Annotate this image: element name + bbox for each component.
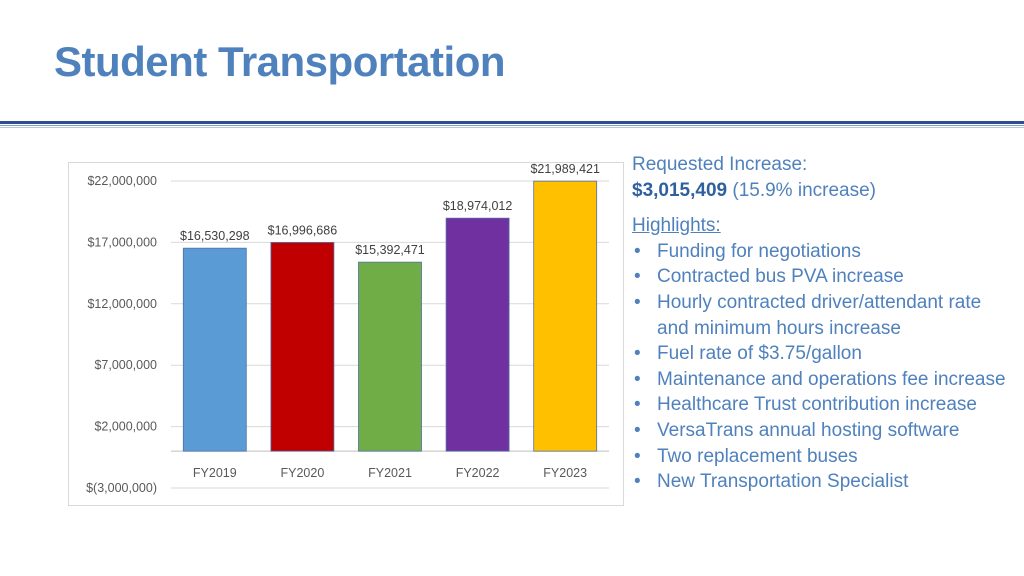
highlight-text: Two replacement buses xyxy=(657,445,858,467)
bullet-icon: • xyxy=(634,368,641,390)
bar xyxy=(358,261,422,452)
slide-title: Student Transportation xyxy=(54,38,506,85)
bullet-icon: • xyxy=(634,445,641,467)
data-label: $16,996,686 xyxy=(268,223,338,237)
highlight-text: Fuel rate of $3.75/gallon xyxy=(657,343,862,365)
y-tick-label: $12,000,000 xyxy=(87,297,157,311)
side-panel: Requested Increase: $3,015,409 (15.9% in… xyxy=(632,152,1017,495)
requested-increase-amount: $3,015,409 xyxy=(632,179,728,201)
data-label: $16,530,298 xyxy=(180,229,250,243)
bullet-icon: • xyxy=(634,471,641,493)
title-divider-line-light xyxy=(0,127,1024,128)
bullet-icon: • xyxy=(634,266,641,288)
highlight-text: Hourly contracted driver/attendant rate … xyxy=(657,291,982,339)
bullet-icon: • xyxy=(634,419,641,441)
list-item: • Fuel rate of $3.75/gallon xyxy=(632,341,1017,367)
category-label: FY2019 xyxy=(193,466,237,480)
list-item: • Healthcare Trust contribution increase xyxy=(632,392,1017,418)
y-tick-label: $2,000,000 xyxy=(94,420,157,434)
bullet-icon: • xyxy=(634,291,641,313)
title-divider-line xyxy=(0,125,1024,126)
requested-increase-percent: (15.9% increase) xyxy=(732,179,876,201)
highlight-text: Healthcare Trust contribution increase xyxy=(657,394,977,416)
requested-increase-heading: Requested Increase: xyxy=(632,154,808,175)
list-item: • Contracted bus PVA increase xyxy=(632,264,1017,290)
y-tick-label: $(3,000,000) xyxy=(86,481,157,495)
data-label: $15,392,471 xyxy=(355,243,425,257)
list-item: • VersaTrans annual hosting software xyxy=(632,418,1017,444)
y-tick-label: $7,000,000 xyxy=(94,358,157,372)
highlight-text: Contracted bus PVA increase xyxy=(657,266,904,288)
data-label: $21,989,421 xyxy=(530,163,600,176)
bar xyxy=(182,247,247,452)
bar xyxy=(445,217,510,452)
list-item: • New Transportation Specialist xyxy=(632,469,1017,495)
category-label: FY2022 xyxy=(456,466,500,480)
category-label: FY2021 xyxy=(368,466,412,480)
y-tick-label: $22,000,000 xyxy=(87,174,157,188)
bar xyxy=(533,180,598,452)
highlight-text: New Transportation Specialist xyxy=(657,471,909,493)
list-item: • Two replacement buses xyxy=(632,444,1017,470)
category-label: FY2023 xyxy=(543,466,587,480)
list-item: • Funding for negotiations xyxy=(632,239,1017,265)
bullet-icon: • xyxy=(634,240,641,262)
highlights-heading: Highlights: xyxy=(632,215,721,237)
bar xyxy=(270,242,335,452)
highlight-text: Funding for negotiations xyxy=(657,240,861,262)
bullet-icon: • xyxy=(634,394,641,416)
bullet-icon: • xyxy=(634,343,641,365)
list-item: • Maintenance and operations fee increase xyxy=(632,367,1017,393)
requested-increase-line: $3,015,409 (15.9% increase) xyxy=(632,178,1017,204)
highlight-text: Maintenance and operations fee increase xyxy=(657,368,1006,390)
title-divider xyxy=(0,121,1024,124)
list-item: • Hourly contracted driver/attendant rate… xyxy=(632,290,1017,341)
bar-chart: $22,000,000 $17,000,000 $12,000,000 $7,000,… xyxy=(68,162,624,506)
highlight-text: VersaTrans annual hosting software xyxy=(657,419,960,441)
bar-chart-svg: $22,000,000 $17,000,000 $12,000,000 $7,000,… xyxy=(86,163,609,495)
data-label: $18,974,012 xyxy=(443,199,513,213)
highlights-list: • Funding for negotiations • Contracted bu… xyxy=(632,239,1017,495)
y-tick-label: $17,000,000 xyxy=(87,235,157,249)
category-label: FY2020 xyxy=(281,466,325,480)
